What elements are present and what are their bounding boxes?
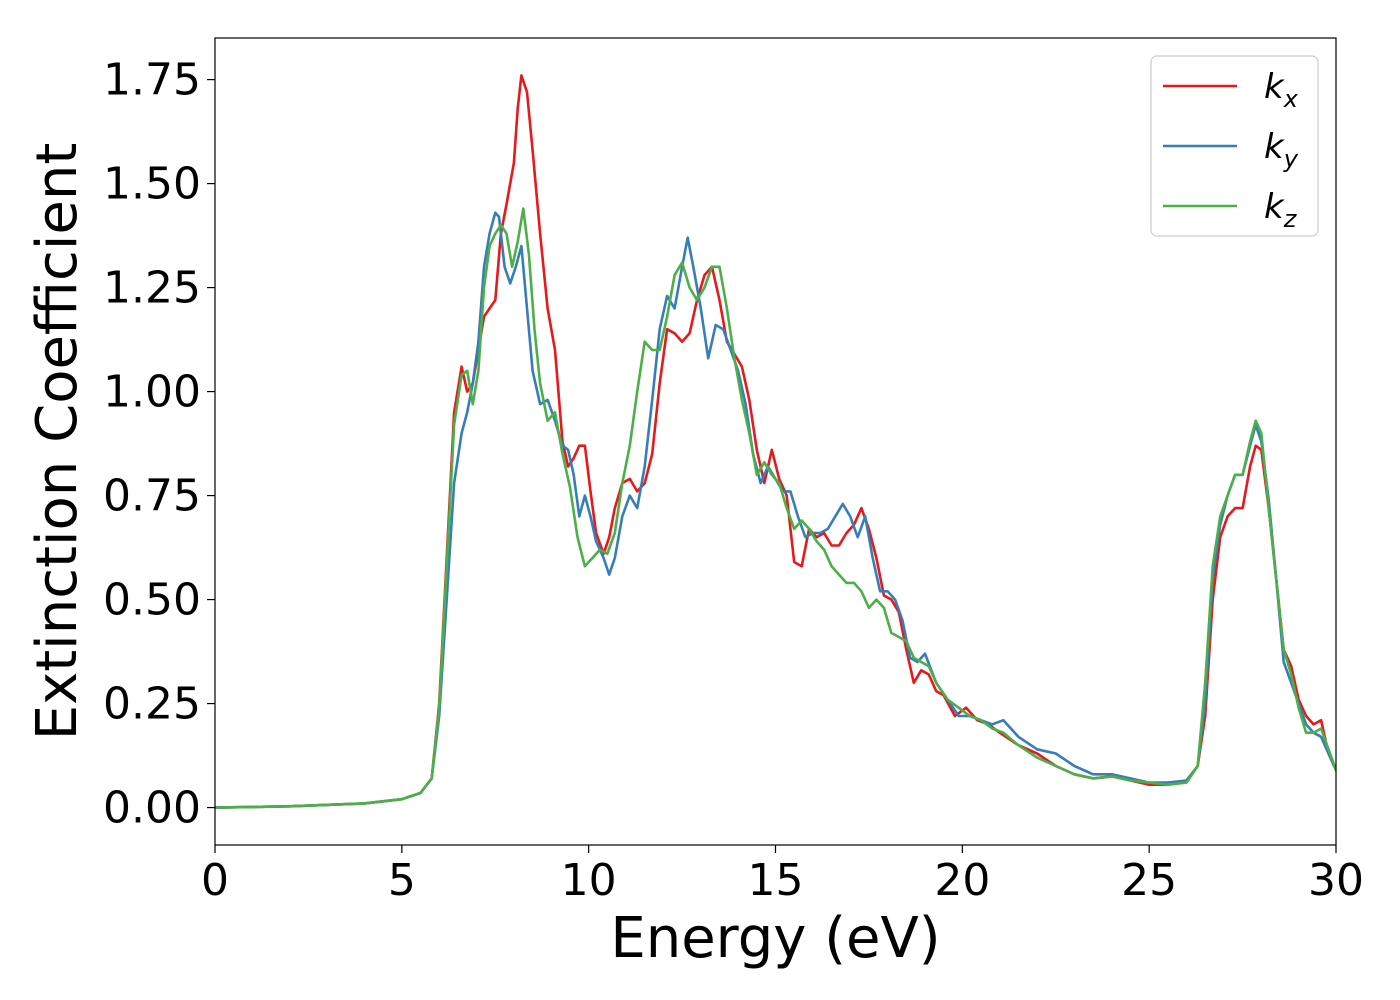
x-axis: 0 5 10 15 20 25 30 [201, 845, 1364, 906]
legend-label-y: ky [1264, 127, 1299, 173]
y-tick-label: 1.25 [103, 263, 201, 314]
y-tick-label: 0.00 [103, 783, 201, 834]
x-tick-label: 15 [748, 855, 804, 906]
y-axis: 0.00 0.25 0.50 0.75 1.00 1.25 1.50 1.75 [103, 55, 215, 834]
series-layer [215, 74, 1336, 809]
y-tick-label: 0.75 [103, 471, 201, 522]
legend-label-x: kx [1264, 67, 1299, 113]
y-tick-label: 1.50 [103, 159, 201, 210]
legend-label-z: kz [1264, 187, 1298, 233]
series-line-z [215, 207, 1336, 809]
x-tick-label: 0 [201, 855, 229, 906]
x-tick-label: 10 [561, 855, 617, 906]
x-tick-label: 5 [388, 855, 416, 906]
y-axis-title: Extinction Coefficient [25, 143, 90, 741]
y-tick-label: 1.00 [103, 367, 201, 418]
series-line-y [215, 211, 1336, 809]
x-tick-label: 25 [1121, 855, 1177, 906]
x-axis-title: Energy (eV) [610, 906, 940, 971]
y-tick-label: 0.50 [103, 575, 201, 626]
x-tick-label: 30 [1308, 855, 1364, 906]
legend: kx ky kz [1150, 55, 1319, 237]
y-tick-label: 1.75 [103, 55, 201, 106]
y-tick-label: 0.25 [103, 679, 201, 730]
x-tick-label: 20 [934, 855, 990, 906]
